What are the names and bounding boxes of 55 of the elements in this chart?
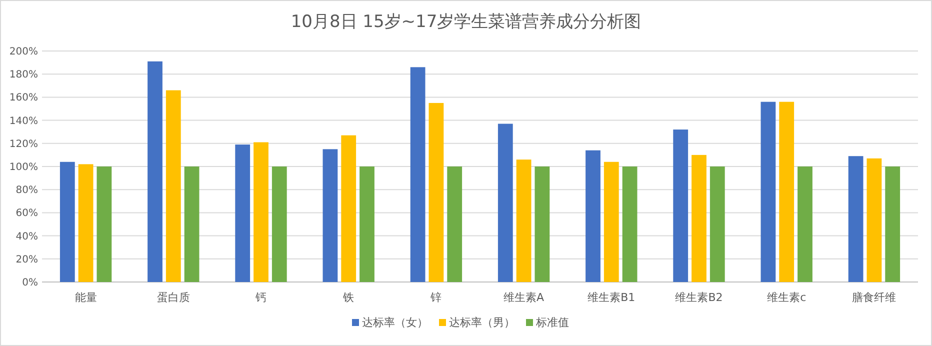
- y-tick-label: 100%: [9, 162, 38, 173]
- bar: [184, 166, 200, 282]
- y-tick-label: 160%: [9, 92, 38, 104]
- legend-label: 达标率（女）: [362, 316, 428, 329]
- x-tick-label: 维生素A: [504, 291, 545, 304]
- y-tick-label: 40%: [16, 231, 38, 242]
- bar: [848, 156, 864, 282]
- x-tick-label: 铁: [342, 291, 354, 304]
- bar: [447, 166, 462, 282]
- y-tick-label: 60%: [16, 208, 38, 220]
- y-tick-label: 120%: [9, 138, 38, 150]
- y-tick-label: 0%: [22, 278, 38, 288]
- y-tick-label: 200%: [9, 46, 38, 58]
- bar: [166, 90, 181, 282]
- bar: [235, 144, 250, 282]
- x-tick-label: 维生素B1: [588, 291, 636, 304]
- y-tick-label: 80%: [16, 185, 38, 196]
- bar: [673, 130, 688, 282]
- bar: [866, 158, 882, 282]
- x-tick-label: 维生素B2: [675, 291, 723, 304]
- bar: [885, 166, 900, 282]
- bar: [586, 150, 600, 282]
- x-tick-label: 能量: [74, 291, 97, 304]
- y-tick-label: 140%: [9, 116, 38, 127]
- bar: [78, 164, 94, 282]
- chart-title: 10月8日 15岁~17岁学生菜谱营养成分分析图: [290, 12, 642, 32]
- bar: [760, 102, 776, 282]
- bar: [798, 166, 812, 282]
- bar: [710, 166, 725, 282]
- y-tick-label: 180%: [9, 70, 38, 81]
- bar: [322, 149, 338, 282]
- bar: [534, 166, 550, 282]
- x-tick-label: 钙: [254, 291, 266, 304]
- bar: [60, 162, 75, 282]
- bar: [254, 142, 268, 282]
- y-tick-label: 20%: [16, 254, 38, 266]
- bar: [516, 160, 532, 282]
- bar: [341, 135, 356, 282]
- bar: [148, 61, 162, 282]
- x-tick-label: 膳食纤维: [852, 291, 896, 304]
- x-tick-label: 锌: [430, 291, 442, 304]
- bar: [779, 102, 794, 282]
- bar: [410, 67, 426, 282]
- bar: [360, 166, 374, 282]
- bar: [428, 102, 444, 282]
- bar: [604, 162, 619, 282]
- bar: [622, 166, 638, 282]
- bar: [272, 166, 287, 282]
- legend-label: 标准值: [535, 316, 569, 329]
- bar: [692, 154, 706, 282]
- legend-label: 达标率（男）: [449, 316, 515, 329]
- bar: [498, 124, 513, 282]
- bar: [96, 166, 112, 282]
- x-tick-label: 蛋白质: [156, 291, 190, 304]
- x-tick-label: 维生素c: [767, 291, 806, 304]
